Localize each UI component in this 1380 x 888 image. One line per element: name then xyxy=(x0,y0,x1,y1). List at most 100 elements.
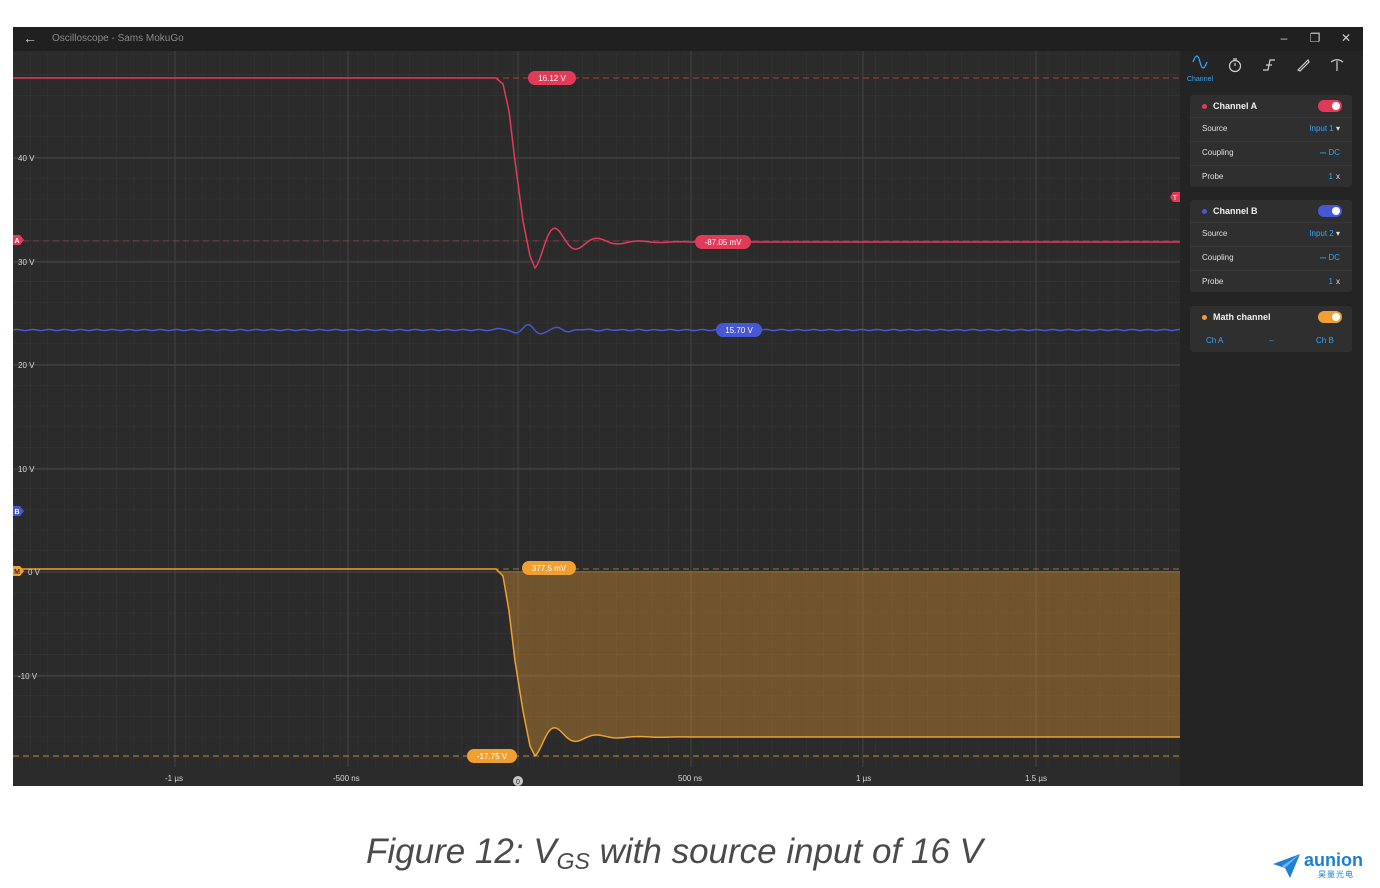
math-operator[interactable]: – xyxy=(1269,336,1274,345)
trigger-time-label: 0 xyxy=(516,779,520,786)
m-min-value: -17.75 V xyxy=(477,752,508,761)
probe-unit: x xyxy=(1336,172,1340,181)
sine-wave-icon xyxy=(1192,55,1208,69)
channel-a-color-dot xyxy=(1202,104,1207,109)
channel-a-offset-marker[interactable]: A xyxy=(13,235,24,245)
probe-unit: x xyxy=(1336,277,1340,286)
window-title: Oscilloscope - Sams MokuGo xyxy=(52,33,184,44)
coupling-value: DC xyxy=(1328,253,1340,262)
channel-a-marker-label: A xyxy=(14,238,19,245)
channel-b-card: Channel B Source Input 2 ▾ Coupling ⎓ DC… xyxy=(1190,200,1352,292)
tab-channel[interactable]: Channel xyxy=(1183,51,1217,87)
y-tick-label: 0 V xyxy=(28,568,41,577)
math-marker-label: M xyxy=(14,569,20,576)
tab-timebase[interactable] xyxy=(1218,51,1252,87)
figure-caption: Figure 12: VGS with source input of 16 V xyxy=(366,832,983,875)
oscilloscope-app-window: ← Oscilloscope - Sams MokuGo – ❐ ✕ 40 V … xyxy=(13,27,1363,786)
m-max-value: 377.5 mV xyxy=(532,564,567,573)
aunion-logo: aunion 昊量光电 xyxy=(1272,850,1372,882)
trigger-time-marker[interactable]: 0 xyxy=(513,776,523,786)
b-level-readout[interactable]: 15.70 V xyxy=(716,323,762,337)
y-tick-label: -10 V xyxy=(18,672,38,681)
math-right-operand[interactable]: Ch B xyxy=(1316,336,1334,345)
settings-panel: Channel Channel A Source In xyxy=(1180,51,1363,786)
trigger-edge-icon xyxy=(1263,59,1275,71)
dc-coupling-icon: ⎓ xyxy=(1319,148,1327,157)
channel-a-coupling-select[interactable]: ⎓ DC xyxy=(1320,148,1340,158)
x-tick-label: 1 µs xyxy=(856,774,871,783)
arrow-left-icon[interactable]: ← xyxy=(23,30,37,46)
channel-a-source-select[interactable]: Input 1 ▾ xyxy=(1309,124,1340,133)
m-max-readout[interactable]: 377.5 mV xyxy=(522,561,576,575)
oscilloscope-plot[interactable]: 40 V 30 V 20 V 10 V 0 V -10 V -1 µs -500… xyxy=(13,51,1180,786)
channel-b-toggle[interactable] xyxy=(1318,205,1342,217)
math-offset-marker[interactable]: M xyxy=(13,566,24,576)
tab-trigger[interactable] xyxy=(1252,51,1286,87)
y-tick-label: 20 V xyxy=(18,361,35,370)
math-expression-row: Ch A – Ch B xyxy=(1190,330,1352,352)
a-final-value: -87.05 mV xyxy=(705,238,743,247)
math-channel-toggle[interactable] xyxy=(1318,311,1342,323)
caption-prefix: Figure 12: V xyxy=(366,832,557,871)
probe-label: Probe xyxy=(1202,277,1224,286)
channel-a-header: Channel A xyxy=(1190,95,1352,117)
channel-a-toggle[interactable] xyxy=(1318,100,1342,112)
channel-b-coupling-row: Coupling ⎓ DC xyxy=(1190,246,1352,269)
x-tick-label: 500 ns xyxy=(678,774,702,783)
x-tick-label: 1.5 µs xyxy=(1025,774,1047,783)
plot-background xyxy=(13,51,1180,786)
probe-label: Probe xyxy=(1202,172,1224,181)
dc-coupling-icon: ⎓ xyxy=(1319,253,1327,262)
math-color-dot xyxy=(1202,315,1207,320)
coupling-label: Coupling xyxy=(1202,148,1234,157)
a-final-readout[interactable]: -87.05 mV xyxy=(695,235,751,249)
caption-subscript: GS xyxy=(556,848,590,874)
caption-suffix: with source input of 16 V xyxy=(589,832,983,871)
coupling-label: Coupling xyxy=(1202,253,1234,262)
tab-measurements[interactable] xyxy=(1286,51,1320,87)
tab-probe[interactable] xyxy=(1320,51,1354,87)
math-channel-fill xyxy=(496,571,1180,756)
trigger-marker-label: T xyxy=(1173,195,1178,202)
stopwatch-icon xyxy=(1228,58,1242,73)
m-min-readout[interactable]: -17.75 V xyxy=(467,749,517,763)
math-channel-header: Math channel xyxy=(1190,306,1352,328)
channel-b-color-dot xyxy=(1202,209,1207,214)
title-bar: ← Oscilloscope - Sams MokuGo – ❐ ✕ xyxy=(13,27,1363,51)
channel-b-offset-marker[interactable]: B xyxy=(13,506,24,516)
channel-a-source-row: Source Input 1 ▾ xyxy=(1190,117,1352,140)
math-left-operand[interactable]: Ch A xyxy=(1206,336,1224,345)
chevron-down-icon: ▾ xyxy=(1335,229,1340,238)
channel-b-source-select[interactable]: Input 2 ▾ xyxy=(1309,229,1340,238)
a-max-readout[interactable]: 16.12 V xyxy=(528,71,576,85)
channel-a-card: Channel A Source Input 1 ▾ Coupling ⎓ DC… xyxy=(1190,95,1352,187)
paper-plane-logo-icon xyxy=(1273,854,1300,878)
close-button[interactable]: ✕ xyxy=(1340,31,1352,45)
y-tick-label: 10 V xyxy=(18,465,35,474)
logo-subtitle: 昊量光电 xyxy=(1318,870,1354,879)
probe-value: 1 xyxy=(1328,172,1333,181)
channel-b-trace xyxy=(13,323,1180,335)
channel-b-source-row: Source Input 2 ▾ xyxy=(1190,222,1352,245)
channel-b-coupling-select[interactable]: ⎓ DC xyxy=(1320,253,1340,263)
source-value: Input 1 xyxy=(1309,124,1334,133)
math-channel-name: Math channel xyxy=(1213,312,1271,322)
x-tick-label: -500 ns xyxy=(333,774,360,783)
logo-word: aunion xyxy=(1304,850,1363,870)
channel-b-marker-label: B xyxy=(14,509,19,516)
y-tick-label: 30 V xyxy=(18,258,35,267)
math-channel-card: Math channel Ch A – Ch B xyxy=(1190,306,1352,352)
probe-value: 1 xyxy=(1328,277,1333,286)
panel-tabs: Channel xyxy=(1180,51,1363,87)
maximize-button[interactable]: ❐ xyxy=(1309,31,1321,45)
trigger-level-marker[interactable]: T xyxy=(1170,192,1180,202)
y-tick-label: 40 V xyxy=(18,154,35,163)
ruler-icon xyxy=(1296,58,1310,72)
plot-grid xyxy=(13,51,1180,767)
minimize-button[interactable]: – xyxy=(1280,31,1288,45)
chevron-down-icon: ▾ xyxy=(1335,124,1340,133)
